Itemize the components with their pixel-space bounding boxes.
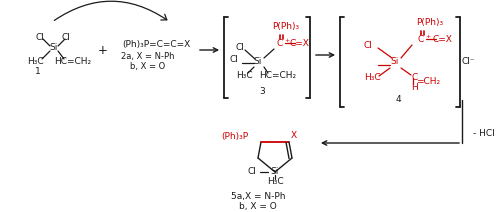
Text: 2a, X = N-Ph: 2a, X = N-Ph	[121, 53, 175, 61]
Text: Cl: Cl	[36, 32, 44, 42]
Text: Si: Si	[50, 43, 58, 53]
Text: Cl⁻: Cl⁻	[461, 57, 475, 67]
Text: HC=CH₂: HC=CH₂	[260, 71, 296, 81]
Text: H₃C: H₃C	[236, 71, 252, 81]
Text: C=X: C=X	[289, 39, 309, 47]
Text: 1: 1	[35, 67, 41, 77]
Text: H₃C: H₃C	[266, 177, 283, 187]
Text: (Ph)₃P: (Ph)₃P	[221, 131, 248, 141]
Text: +: +	[426, 33, 430, 39]
Text: H₃C: H₃C	[26, 57, 44, 67]
Text: Si: Si	[391, 57, 399, 67]
Text: 3: 3	[259, 86, 265, 95]
Text: b, X = O: b, X = O	[130, 63, 166, 71]
Text: 4: 4	[395, 95, 401, 105]
Text: 5a,X = N-Ph: 5a,X = N-Ph	[231, 192, 285, 201]
Text: C: C	[412, 74, 418, 82]
Text: Cl: Cl	[230, 56, 238, 64]
Text: +: +	[284, 38, 290, 42]
Text: H₃C: H₃C	[364, 74, 380, 82]
Text: (Ph)₃P=C=C=X: (Ph)₃P=C=C=X	[122, 39, 190, 49]
Text: Cl: Cl	[247, 167, 256, 177]
Text: Cl: Cl	[62, 32, 70, 42]
Text: C: C	[418, 35, 424, 43]
FancyArrowPatch shape	[54, 1, 167, 20]
Text: =CH₂: =CH₂	[416, 77, 440, 85]
Text: Cl: Cl	[236, 42, 244, 52]
Text: - HCl: - HCl	[473, 128, 495, 138]
Text: Si: Si	[254, 57, 262, 67]
Text: Si: Si	[271, 167, 279, 177]
Text: C: C	[277, 39, 283, 47]
Text: X: X	[291, 131, 297, 139]
Text: Cl: Cl	[364, 40, 372, 49]
Text: P(Ph)₃: P(Ph)₃	[272, 22, 299, 32]
Text: P(Ph)₃: P(Ph)₃	[416, 18, 444, 28]
Text: b, X = O: b, X = O	[239, 201, 277, 211]
Text: H: H	[412, 82, 418, 92]
Text: C=X: C=X	[432, 35, 452, 43]
Text: HC=CH₂: HC=CH₂	[54, 57, 92, 67]
Text: +: +	[98, 43, 108, 57]
